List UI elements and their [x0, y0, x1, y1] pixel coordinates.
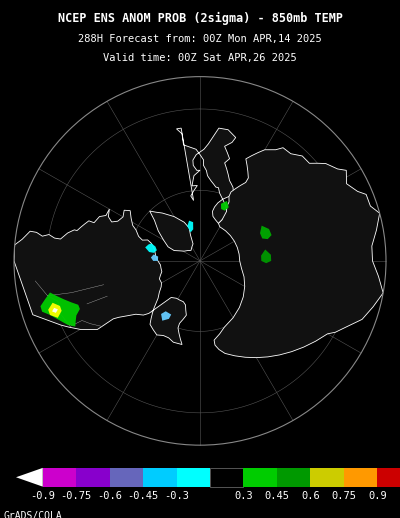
Text: -0.75: -0.75	[60, 491, 92, 501]
Polygon shape	[48, 303, 62, 318]
Polygon shape	[145, 243, 157, 253]
Polygon shape	[40, 293, 80, 326]
Polygon shape	[221, 201, 229, 211]
Bar	[377, 468, 400, 487]
Bar	[43, 468, 76, 487]
Bar	[110, 468, 143, 487]
Text: 0.45: 0.45	[264, 491, 290, 501]
Bar	[76, 468, 110, 487]
Polygon shape	[151, 254, 158, 261]
Bar	[344, 468, 377, 487]
Text: -0.45: -0.45	[128, 491, 159, 501]
Polygon shape	[260, 226, 272, 239]
Bar	[277, 468, 310, 487]
Text: GrADS/COLA: GrADS/COLA	[4, 511, 63, 518]
Polygon shape	[261, 250, 271, 263]
Bar	[244, 468, 277, 487]
Bar	[176, 468, 210, 487]
Polygon shape	[150, 211, 193, 251]
Text: 0.3: 0.3	[234, 491, 253, 501]
Polygon shape	[161, 311, 171, 321]
Polygon shape	[52, 308, 58, 313]
Text: 0.9: 0.9	[368, 491, 387, 501]
Text: 0.6: 0.6	[301, 491, 320, 501]
Text: -0.3: -0.3	[164, 491, 189, 501]
Polygon shape	[214, 148, 383, 357]
Text: -0.6: -0.6	[97, 491, 122, 501]
Bar	[310, 468, 344, 487]
Polygon shape	[187, 221, 193, 233]
Text: 0.75: 0.75	[331, 491, 356, 501]
Polygon shape	[176, 128, 236, 223]
Text: Valid time: 00Z Sat APR,26 2025: Valid time: 00Z Sat APR,26 2025	[103, 53, 297, 63]
Bar	[210, 468, 244, 487]
Polygon shape	[14, 209, 186, 344]
Circle shape	[14, 77, 386, 445]
Text: -0.9: -0.9	[30, 491, 55, 501]
Polygon shape	[16, 468, 43, 487]
Text: NCEP ENS ANOM PROB (2sigma) - 850mb TEMP: NCEP ENS ANOM PROB (2sigma) - 850mb TEMP	[58, 11, 342, 25]
Bar	[143, 468, 176, 487]
Text: 288H Forecast from: 00Z Mon APR,14 2025: 288H Forecast from: 00Z Mon APR,14 2025	[78, 34, 322, 44]
